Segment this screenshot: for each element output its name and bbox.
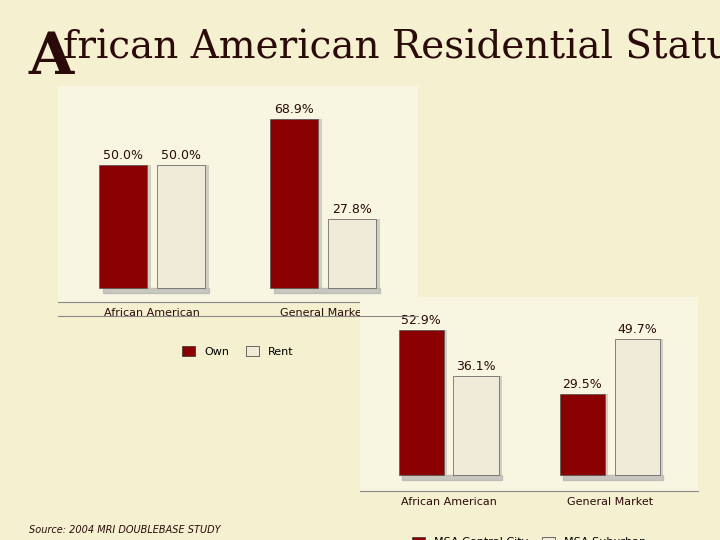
Text: 29.5%: 29.5% <box>562 379 602 392</box>
Polygon shape <box>274 288 380 293</box>
Legend: Own, Rent: Own, Rent <box>177 342 298 362</box>
Text: 50.0%: 50.0% <box>161 149 201 162</box>
Bar <box>399 330 444 475</box>
Text: 27.8%: 27.8% <box>333 204 372 217</box>
Polygon shape <box>402 475 502 481</box>
Bar <box>274 119 322 288</box>
Bar <box>157 165 205 288</box>
Text: 36.1%: 36.1% <box>456 360 496 373</box>
Text: 50.0%: 50.0% <box>103 149 143 162</box>
Text: 49.7%: 49.7% <box>617 323 657 336</box>
Bar <box>615 339 660 475</box>
Bar <box>332 219 380 288</box>
Bar <box>402 330 447 475</box>
Bar <box>161 165 209 288</box>
Bar <box>563 394 608 475</box>
Bar <box>328 219 377 288</box>
Polygon shape <box>563 475 663 481</box>
Text: 52.9%: 52.9% <box>401 314 441 327</box>
Text: Source: 2004 MRI DOUBLEBASE STUDY: Source: 2004 MRI DOUBLEBASE STUDY <box>29 524 220 535</box>
Bar <box>457 376 502 475</box>
Bar <box>102 165 150 288</box>
Bar <box>618 339 663 475</box>
Bar <box>99 165 147 288</box>
Bar <box>270 119 318 288</box>
Bar <box>454 376 498 475</box>
Text: A: A <box>29 30 74 86</box>
Text: frican American Residential Status: frican American Residential Status <box>63 30 720 67</box>
Text: 68.9%: 68.9% <box>274 103 314 116</box>
Legend: MSA Central City, MSA Suburban: MSA Central City, MSA Suburban <box>408 532 651 540</box>
Bar <box>560 394 605 475</box>
Polygon shape <box>102 288 209 293</box>
